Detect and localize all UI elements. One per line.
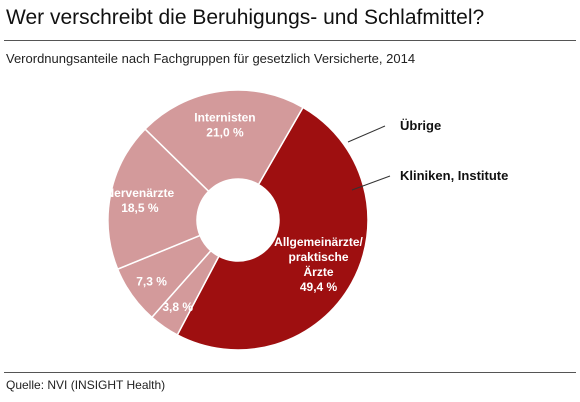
slice-internisten — [144, 89, 305, 193]
data-label-category: Allgemeinärzte/ — [274, 235, 363, 249]
slice-allgemeinarzte-praktische-arzte — [176, 106, 369, 351]
data-label-category: Internisten — [194, 110, 255, 124]
source-divider — [4, 372, 576, 373]
chart-subtitle: Verordnungsanteile nach Fachgruppen für … — [6, 51, 416, 66]
slice-nervenarzte — [107, 127, 210, 271]
leader-line — [347, 125, 386, 143]
external-label-ubrige: Übrige — [400, 118, 441, 133]
external-label-kliniken-institute: Kliniken, Institute — [400, 168, 508, 183]
data-label-category: praktische — [289, 250, 349, 264]
data-label-value: 49,4 % — [300, 280, 338, 294]
data-label-category: Ärzte — [304, 264, 334, 279]
data-label-value: 18,5 % — [121, 201, 159, 215]
leader-line — [351, 175, 391, 191]
data-label-value: 3,8 % — [162, 300, 193, 314]
data-label-value: 21,0 % — [206, 125, 244, 139]
title-divider — [4, 40, 576, 41]
chart-title: Wer verschreibt die Beruhigungs- und Sch… — [6, 6, 485, 29]
donut-slices — [107, 89, 369, 351]
chart-source: Quelle: NVI (INSIGHT Health) — [6, 378, 166, 392]
data-label-category: Nervenärzte — [106, 186, 175, 200]
data-label-value: 7,3 % — [136, 274, 167, 288]
